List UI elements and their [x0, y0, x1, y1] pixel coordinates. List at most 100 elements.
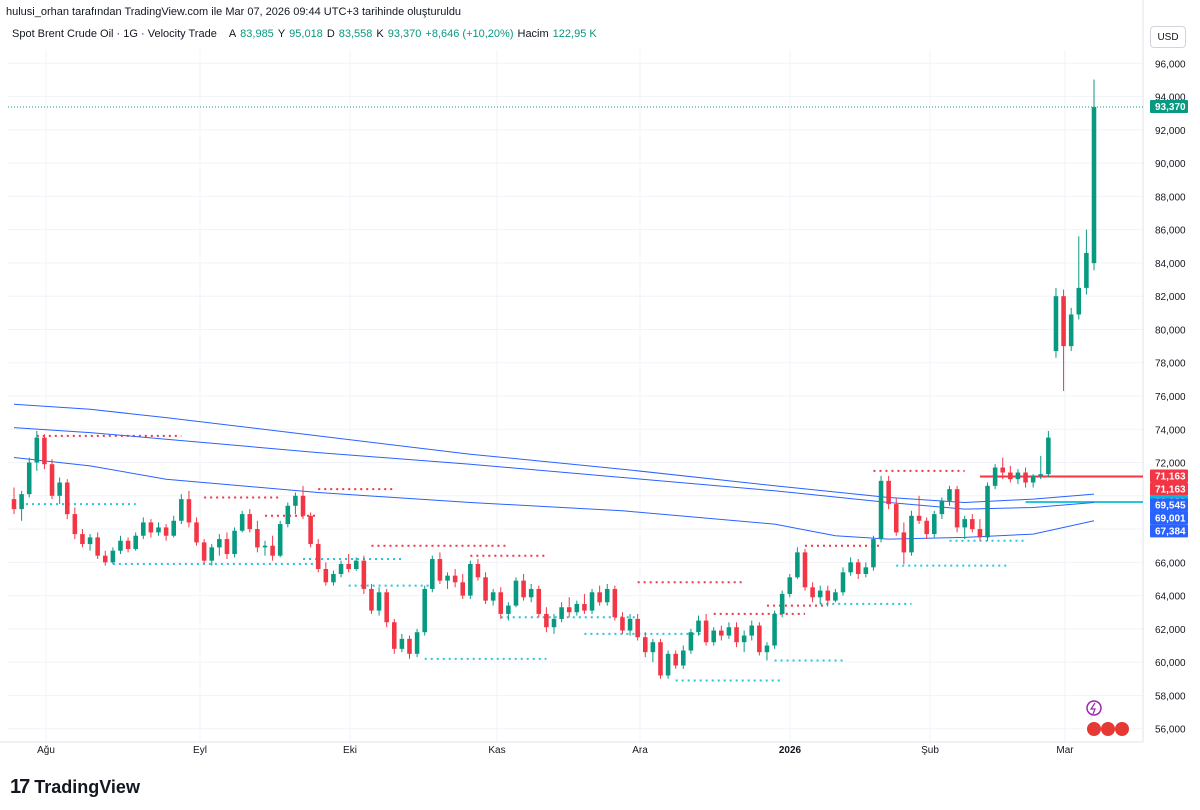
candle	[802, 549, 808, 591]
candle	[483, 572, 488, 604]
candle	[490, 588, 496, 606]
candle-body	[817, 590, 823, 598]
candle-body	[452, 575, 458, 583]
candle	[141, 517, 146, 540]
price-tag: 69,001	[1150, 511, 1188, 525]
candle	[582, 593, 587, 614]
candle	[163, 524, 169, 541]
candle	[179, 494, 184, 525]
candle	[262, 540, 268, 556]
price-tick-label: 80,000	[1155, 325, 1186, 336]
candle	[620, 612, 625, 634]
candle-body	[64, 482, 70, 515]
candle-body	[939, 500, 945, 515]
tradingview-logo[interactable]: 17 TradingView	[10, 776, 140, 799]
candle	[604, 583, 610, 606]
candle	[232, 527, 237, 558]
candle	[323, 562, 329, 586]
price-tick-label: 56,000	[1155, 725, 1186, 736]
candle-body	[57, 482, 62, 496]
candle-body	[1076, 287, 1082, 315]
candle	[369, 583, 374, 614]
candle	[574, 600, 580, 616]
candle	[437, 552, 443, 584]
price-tick-label: 64,000	[1155, 592, 1186, 603]
symbol-legend: Spot Brent Crude Oil · 1G · Velocity Tra…	[12, 28, 597, 40]
candle	[901, 522, 907, 565]
candle	[962, 515, 967, 540]
candle-body	[513, 580, 519, 606]
candle-body	[719, 630, 724, 636]
symbol-name[interactable]: Spot Brent Crude Oil · 1G · Velocity Tra…	[12, 28, 217, 40]
candle-body	[445, 575, 450, 581]
candle	[217, 534, 222, 556]
candle	[407, 635, 412, 659]
candle-body	[19, 494, 24, 510]
candle-body	[703, 620, 709, 643]
candle-body	[741, 635, 747, 643]
candle-body	[962, 519, 967, 528]
candle-body	[80, 534, 85, 545]
candle	[970, 514, 975, 533]
candle-body	[985, 485, 990, 538]
candle-body	[711, 630, 716, 643]
candle	[939, 497, 945, 520]
candle	[331, 570, 336, 586]
flag-us-icon-2	[1101, 722, 1115, 736]
candle	[787, 573, 793, 598]
candle-body	[1061, 296, 1066, 347]
candle-body	[49, 464, 55, 496]
candle-body	[285, 505, 291, 525]
candle-body	[559, 607, 564, 619]
candle-body	[338, 564, 344, 574]
candle	[1023, 467, 1028, 488]
candle	[810, 582, 815, 603]
candle-body	[1015, 472, 1021, 480]
candle	[627, 613, 633, 636]
candle-body	[604, 588, 610, 603]
price-tag-label: 93,370	[1155, 102, 1186, 113]
candle-body	[232, 530, 237, 555]
candle-body	[764, 645, 770, 653]
candle-body	[1053, 296, 1059, 352]
candle-body	[688, 632, 694, 651]
volume-value: 122,95 K	[552, 28, 597, 40]
candle-body	[437, 559, 443, 581]
candle-body	[255, 529, 260, 548]
candle	[863, 562, 869, 578]
candle-body	[916, 515, 922, 521]
currency-button[interactable]: USD	[1150, 26, 1186, 48]
candle-body	[270, 545, 275, 556]
candle	[315, 539, 321, 573]
time-tick-label: Eki	[343, 745, 357, 756]
candle-body	[430, 559, 435, 589]
candle	[353, 557, 359, 571]
price-tick-label: 66,000	[1155, 558, 1186, 569]
candle-body	[323, 569, 329, 583]
candle-body	[34, 437, 40, 463]
price-tick-label: 88,000	[1155, 192, 1186, 203]
price-tag: 69,545	[1150, 498, 1188, 512]
price-tag-label: 71,163	[1155, 471, 1186, 482]
candle	[361, 555, 367, 594]
price-tag-bg	[1150, 511, 1188, 525]
tradingview-logo-icon: 17	[10, 776, 30, 798]
candle-body	[673, 653, 678, 666]
candle	[589, 588, 595, 614]
candle-body	[947, 489, 952, 501]
candle-body	[72, 514, 78, 535]
candle	[430, 555, 435, 593]
candle-body	[1068, 314, 1074, 347]
candle	[277, 520, 283, 558]
candle	[72, 507, 78, 540]
chart-icons	[1086, 700, 1129, 736]
candle	[171, 515, 176, 538]
candle-body	[308, 515, 313, 545]
candle	[909, 510, 914, 556]
candle	[1030, 474, 1036, 488]
candle	[201, 539, 207, 565]
price-tick-label: 90,000	[1155, 159, 1186, 170]
candle-body	[239, 514, 245, 531]
candle-body	[825, 590, 831, 601]
